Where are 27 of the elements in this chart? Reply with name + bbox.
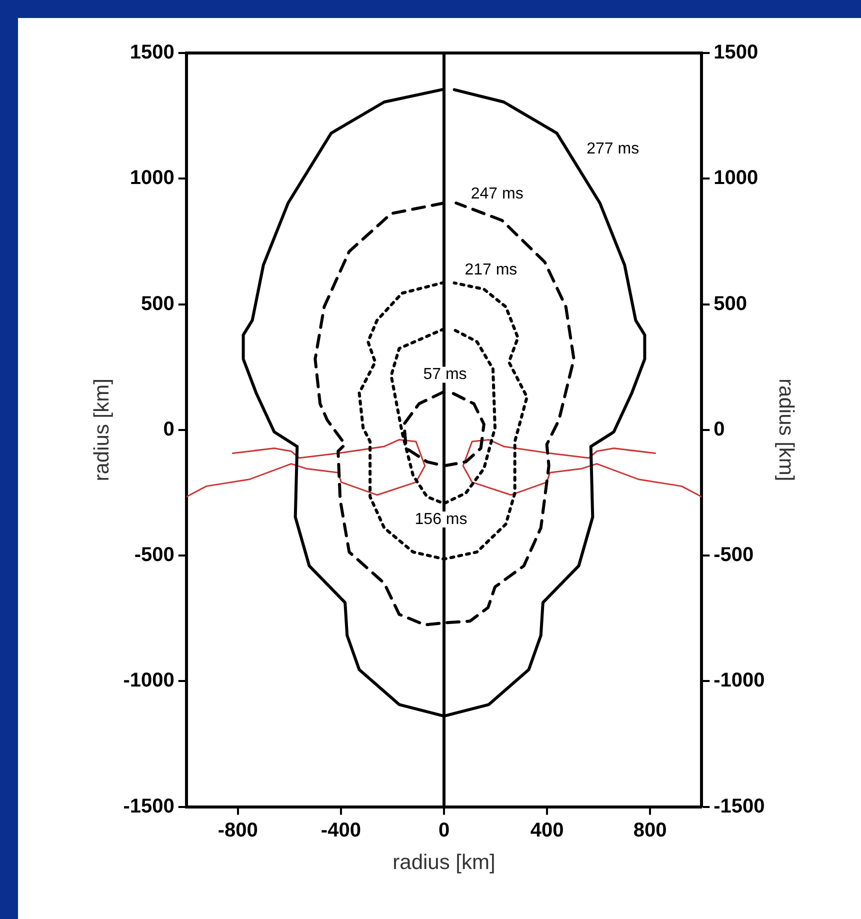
x-tick-label: -800 — [218, 819, 258, 842]
x-axis-title: radius [km] — [392, 851, 496, 874]
series-label: 277 ms — [586, 140, 640, 158]
x-tick-label: 400 — [530, 819, 564, 842]
y2-tick-label: 500 — [714, 292, 748, 315]
series-label: 217 ms — [464, 262, 518, 279]
y-tick-label: 1000 — [130, 167, 174, 190]
x-tick-label: 800 — [633, 819, 667, 842]
y2-tick-label: 0 — [714, 418, 725, 440]
x-tick-label: 0 — [438, 819, 450, 842]
series-label: 57 ms — [423, 366, 467, 384]
y-tick-label: -500 — [134, 544, 174, 566]
y-tick-label: -1000 — [123, 670, 174, 692]
y-axis-title: radius [km] — [90, 378, 114, 482]
series-label: 156 ms — [414, 510, 468, 528]
x-tick-label: -400 — [320, 819, 361, 842]
y2-tick-label: -500 — [714, 544, 754, 566]
y-tick-label: 1500 — [130, 42, 174, 64]
y-tick-label: 0 — [163, 418, 174, 440]
y2-axis-title: radius [km] — [774, 378, 798, 482]
y2-tick-label: -1500 — [714, 795, 765, 818]
y2-tick-label: 1000 — [714, 167, 758, 190]
y-tick-label: -1500 — [123, 795, 174, 818]
series-label: 247 ms — [470, 185, 524, 202]
y2-tick-label: -1000 — [714, 670, 765, 692]
y2-tick-label: 1500 — [714, 42, 758, 64]
y-tick-label: 500 — [140, 292, 174, 315]
